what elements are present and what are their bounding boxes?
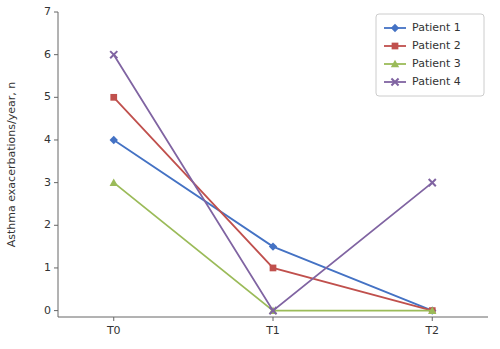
point (110, 136, 118, 144)
legend-label: Patient 4 (412, 75, 461, 88)
y-tick-label: 2 (44, 218, 51, 231)
point (269, 306, 277, 314)
y-tick-label: 6 (44, 48, 51, 61)
y-tick (54, 54, 58, 55)
point (269, 307, 276, 314)
legend-label: Patient 2 (412, 39, 461, 52)
point (429, 179, 436, 186)
series-line (114, 97, 433, 310)
legend-marker (392, 43, 399, 50)
x-tick (432, 317, 433, 321)
point (110, 178, 118, 186)
y-tick-label: 4 (44, 133, 51, 146)
y-axis-line (58, 12, 59, 317)
legend-box (376, 14, 484, 96)
y-tick (54, 97, 58, 98)
y-tick-label: 3 (44, 176, 51, 189)
y-tick (54, 225, 58, 226)
x-tick-label: T0 (106, 324, 121, 337)
y-tick (54, 310, 58, 311)
legend-label: Patient 3 (412, 57, 461, 70)
x-tick-label: T1 (265, 324, 280, 337)
y-tick (54, 139, 58, 140)
y-tick (54, 267, 58, 268)
y-tick-label: 7 (44, 5, 51, 18)
point (110, 51, 117, 58)
x-tick (273, 317, 274, 321)
point (269, 242, 277, 250)
legend-marker (391, 78, 398, 85)
y-tick-label: 5 (44, 90, 51, 103)
legend-label: Patient 1 (412, 21, 461, 34)
x-tick-label: T2 (424, 324, 439, 337)
series (110, 178, 437, 314)
series (110, 136, 437, 315)
legend-marker (391, 60, 399, 68)
series-line (114, 183, 433, 311)
chart: 0 1 2 3 4 5 6 7 T0 T1 T2 Asthma exacerbations/year,… (0, 0, 500, 349)
y-tick (54, 182, 58, 183)
y-axis-label: Asthma exacerbations/year, n (5, 82, 18, 247)
legend: Patient 1 Patient 2 Patient 3 Patient 4 (376, 14, 484, 96)
x-tick (113, 317, 114, 321)
point (270, 265, 277, 272)
series-line (114, 140, 433, 311)
y-tick-label: 0 (44, 304, 51, 317)
y-tick-label: 1 (44, 261, 51, 274)
y-tick (54, 12, 58, 13)
point (110, 94, 117, 101)
point (428, 306, 436, 314)
legend-marker (391, 24, 399, 32)
axes: 0 1 2 3 4 5 6 7 T0 T1 T2 (44, 5, 488, 337)
